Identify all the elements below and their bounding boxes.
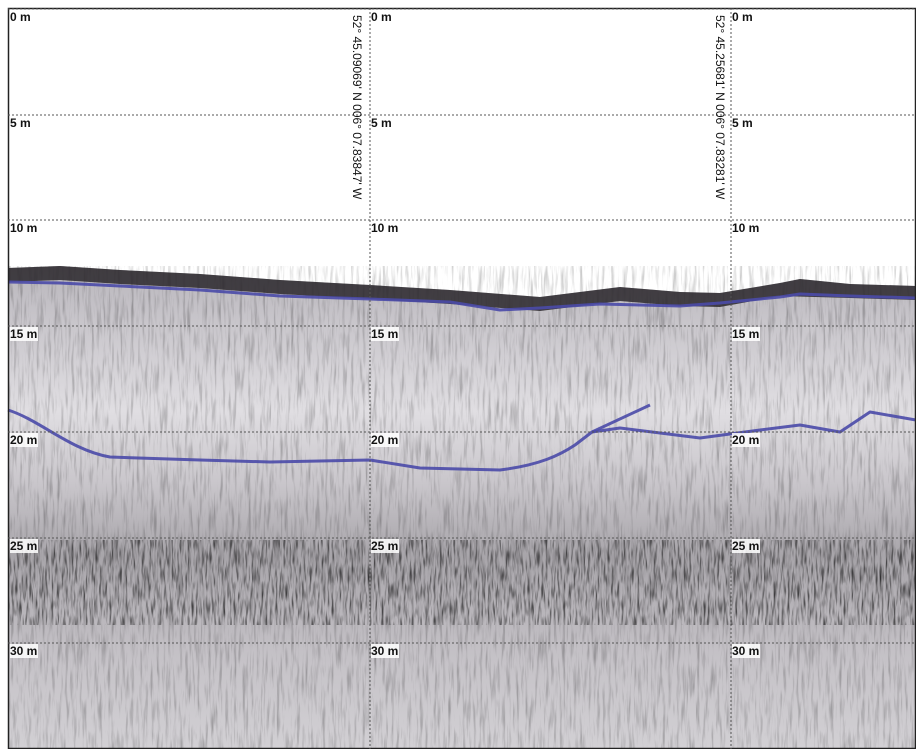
depth-label: 5 m [371, 116, 392, 130]
horizon-branch-trace [591, 410, 916, 440]
position-label: 52° 45.09069' N 006° 07.83847' W [350, 15, 364, 200]
label-background [10, 327, 38, 341]
sediment-texture [8, 266, 916, 749]
depth-label: 10 m [732, 221, 759, 235]
depth-label: 15 m [732, 327, 759, 341]
label-background [10, 644, 38, 658]
depth-label: 0 m [371, 10, 392, 24]
depth-label: 25 m [10, 539, 37, 553]
depth-label: 30 m [732, 644, 759, 658]
depth-label: 5 m [10, 116, 31, 130]
depth-label: 25 m [371, 539, 398, 553]
label-background [732, 327, 760, 341]
depth-label: 30 m [10, 644, 37, 658]
depth-label: 5 m [732, 116, 753, 130]
label-background [10, 433, 38, 447]
label-background [371, 539, 399, 553]
position-label: 52° 45.25681' N 006° 07.83281' W [713, 15, 727, 200]
depth-label: 25 m [732, 539, 759, 553]
depth-label: 15 m [371, 327, 398, 341]
label-background [10, 539, 38, 553]
label-background [732, 539, 760, 553]
depth-label: 10 m [371, 221, 398, 235]
reflector-band [8, 540, 916, 625]
seabed-surface [8, 266, 916, 311]
label-background [732, 433, 760, 447]
depth-label: 0 m [10, 10, 31, 24]
label-background [371, 433, 399, 447]
grid [8, 8, 916, 749]
depth-label: 20 m [371, 433, 398, 447]
label-background [371, 327, 399, 341]
seabed-trace [7, 280, 916, 312]
depth-label: 0 m [732, 10, 753, 24]
horizon-trace [7, 403, 651, 472]
label-background [371, 644, 399, 658]
depth-label: 20 m [10, 433, 37, 447]
label-background [732, 644, 760, 658]
depth-labels: 0 m 5 m 10 m 15 m 20 m 25 m 30 m 0 m 5 m 10 m 15 m… [10, 10, 760, 658]
depth-label: 20 m [732, 433, 759, 447]
depth-label: 10 m [10, 221, 37, 235]
depth-label: 15 m [10, 327, 37, 341]
depth-label: 30 m [371, 644, 398, 658]
